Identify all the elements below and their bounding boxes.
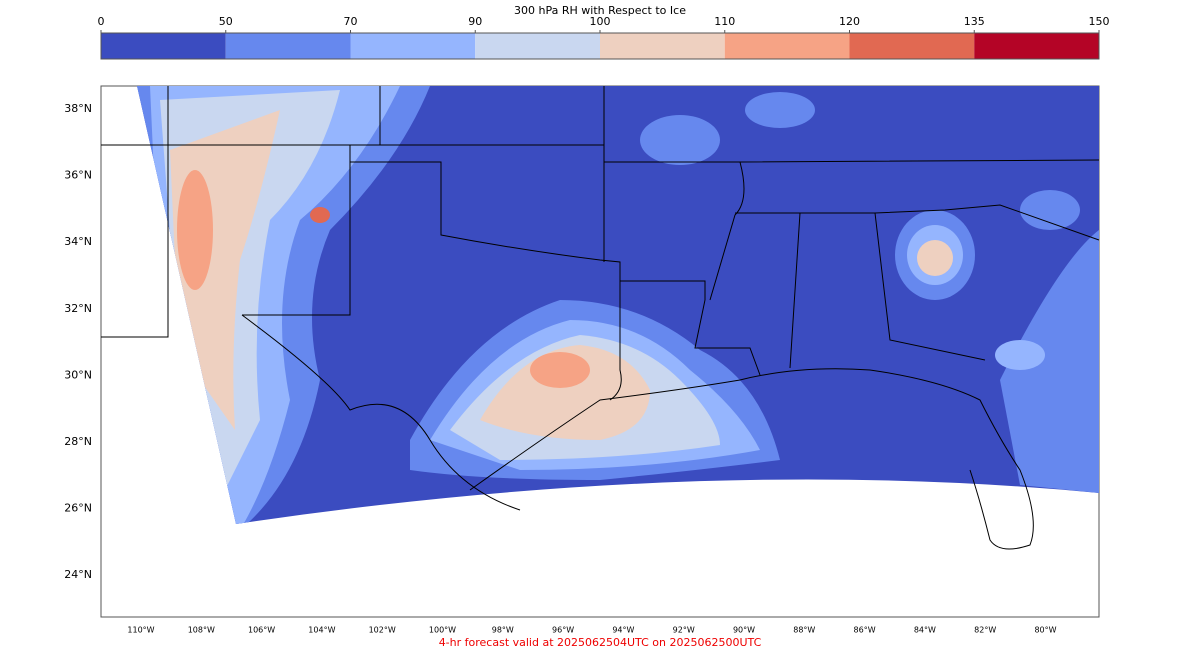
lon-label: 82°W (974, 626, 996, 635)
colorbar-tick-label: 120 (839, 15, 860, 28)
lon-label: 100°W (429, 626, 456, 635)
colorbar-tick-label: 50 (219, 15, 233, 28)
colorbar-tick-label: 135 (964, 15, 985, 28)
lon-label: 84°W (914, 626, 936, 635)
colorbar-segment (724, 33, 850, 59)
colorbar-segment (600, 33, 725, 59)
colorbar-segment (101, 33, 226, 59)
colorbar-segment (974, 33, 1099, 59)
lat-label: 38°N (64, 102, 92, 115)
colorbar: 0 50 70 90 100 110 120 135 150 (98, 15, 1110, 60)
colorbar-segment (849, 33, 975, 59)
lon-label: 90°W (733, 626, 755, 635)
lat-label: 32°N (64, 302, 92, 315)
lon-label: 104°W (308, 626, 335, 635)
colorbar-tick-label: 150 (1089, 15, 1110, 28)
colorbar-segment (350, 33, 476, 59)
lat-label: 28°N (64, 435, 92, 448)
footer: 4-hr forecast valid at 2025062504UTC on … (439, 636, 762, 649)
borders (101, 86, 1100, 550)
lat-label: 24°N (64, 568, 92, 581)
lon-label: 86°W (854, 626, 876, 635)
lon-label: 102°W (369, 626, 396, 635)
colorbar-tick-label: 100 (590, 15, 611, 28)
lat-label: 26°N (64, 502, 92, 515)
colorbar-segment (475, 33, 600, 59)
colorbar-tick-label: 90 (468, 15, 482, 28)
lon-label: 98°W (492, 626, 514, 635)
lon-label: 108°W (188, 626, 215, 635)
lon-label: 94°W (612, 626, 634, 635)
lon-label: 88°W (793, 626, 815, 635)
colorbar-title: 300 hPa RH with Respect to Ice (514, 4, 686, 17)
lon-label: 80°W (1034, 626, 1056, 635)
colorbar-tick-label: 70 (344, 15, 358, 28)
lat-labels: 38°N 36°N 34°N 32°N 30°N 28°N 26°N 24°N (64, 102, 92, 581)
lon-label: 92°W (673, 626, 695, 635)
rh-field (137, 86, 1099, 524)
lon-label: 106°W (248, 626, 275, 635)
map (100, 85, 1100, 618)
lon-labels: 110°W 108°W 106°W 104°W 102°W 100°W 98°W 96°W 94… (127, 626, 1056, 635)
lon-label: 96°W (552, 626, 574, 635)
lat-label: 34°N (64, 235, 92, 248)
colorbar-segment (225, 33, 351, 59)
colorbar-tick-label: 0 (98, 15, 105, 28)
colorbar-tick-label: 110 (714, 15, 735, 28)
lat-label: 30°N (64, 368, 92, 381)
lon-label: 110°W (127, 626, 154, 635)
lat-label: 36°N (64, 169, 92, 182)
